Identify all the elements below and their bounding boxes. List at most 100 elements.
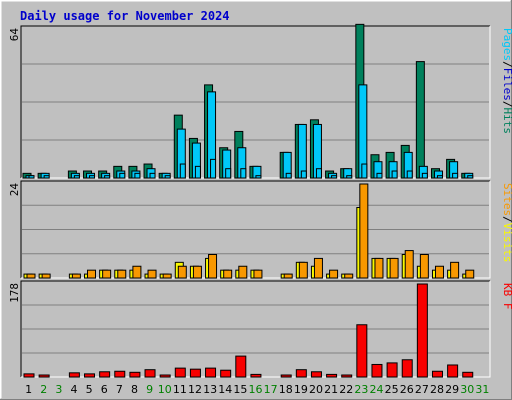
day-label: 22	[339, 383, 353, 396]
bar-sites	[223, 269, 233, 279]
day-label: 18	[279, 383, 293, 396]
day-label: 25	[385, 383, 399, 396]
bar-sites	[434, 265, 444, 279]
bar-pages	[346, 175, 353, 179]
axis-max-label: 24	[8, 183, 21, 197]
bar-kbytes	[38, 374, 50, 378]
bar-sites	[283, 273, 293, 279]
day-label: 24	[370, 383, 384, 396]
bar-sites	[313, 257, 323, 279]
bar-sites	[132, 265, 142, 279]
bar-pages	[73, 175, 80, 179]
panel-kbytes: 178 KB F	[8, 280, 512, 378]
day-label: 23	[354, 383, 368, 396]
bar-pages	[255, 175, 262, 179]
day-label: 12	[188, 383, 202, 396]
bar-pages	[421, 172, 428, 179]
bar-kbytes	[462, 371, 474, 378]
bar-sites	[26, 273, 36, 279]
bar-sites	[450, 261, 460, 279]
bar-kbytes	[280, 374, 292, 378]
day-label: 7	[116, 383, 123, 396]
day-label: 13	[203, 383, 217, 396]
bar-kbytes	[371, 363, 383, 378]
day-label: 8	[131, 383, 138, 396]
day-labels: 1 2 3 4 5 6 7 8 9 10 11 12 13 14 15 16 17 18 19 20 21 22 23 24 2…	[25, 383, 489, 396]
bar-sites	[389, 257, 399, 279]
bar-pages	[210, 158, 217, 179]
bar-kbytes	[416, 283, 428, 378]
day-label: 20	[309, 383, 323, 396]
panel-legend: KB F	[501, 283, 512, 310]
bar-sites	[374, 257, 384, 279]
bar-kbytes	[159, 374, 171, 378]
bar-sites	[102, 269, 112, 279]
bar-pages	[391, 170, 398, 179]
bar-sites	[344, 273, 354, 279]
bar-pages	[164, 175, 171, 179]
bar-pages	[361, 163, 368, 179]
series-pages	[28, 158, 474, 179]
day-label: 11	[173, 383, 187, 396]
bar-pages	[149, 172, 156, 179]
axis-max-label: 178	[8, 283, 21, 303]
day-label: 10	[158, 383, 172, 396]
bar-kbytes	[431, 370, 443, 378]
day-label: 14	[218, 383, 232, 396]
day-label: 28	[430, 383, 444, 396]
legend-entry: Sites	[501, 183, 512, 216]
bar-pages	[43, 175, 50, 179]
bar-pages	[452, 172, 459, 179]
axis-max-label: 64	[8, 28, 21, 42]
bar-sites	[359, 183, 369, 279]
bar-sites	[41, 273, 51, 279]
legend-entry: /	[501, 216, 512, 223]
bar-kbytes	[341, 374, 353, 378]
bar-kbytes	[174, 367, 186, 378]
day-label: 27	[415, 383, 429, 396]
bar-kbytes	[326, 373, 338, 378]
chart-title: Daily usage for November 2024	[20, 9, 230, 23]
bar-pages	[376, 172, 383, 179]
bar-pages	[467, 175, 474, 179]
legend-entry: /	[501, 61, 512, 68]
bar-kbytes	[295, 369, 307, 378]
bar-pages	[134, 172, 141, 179]
bar-sites	[404, 250, 414, 279]
day-label: 31	[475, 383, 489, 396]
bar-sites	[192, 265, 202, 279]
bar-pages	[104, 175, 111, 179]
panel-legend: Sites/Visits	[501, 183, 512, 263]
day-label: 30	[460, 383, 474, 396]
bar-sites	[87, 269, 97, 279]
day-label: 6	[101, 383, 108, 396]
bar-pages	[406, 170, 413, 179]
bar-sites	[117, 269, 127, 279]
day-label: 2	[40, 383, 47, 396]
day-label: 4	[70, 383, 77, 396]
bar-pages	[194, 165, 201, 179]
bar-pages	[89, 175, 96, 179]
bar-pages	[28, 175, 35, 179]
bar-sites	[419, 254, 429, 279]
series-sites	[26, 183, 475, 279]
bar-kbytes	[205, 367, 217, 378]
bar-pages	[300, 170, 307, 179]
bar-sites	[177, 265, 187, 279]
bar-kbytes	[129, 371, 141, 378]
bar-sites	[162, 273, 172, 279]
day-label: 26	[400, 383, 414, 396]
bar-kbytes	[447, 364, 459, 378]
bar-kbytes	[68, 372, 80, 378]
bar-sites	[253, 269, 263, 279]
bar-kbytes	[144, 369, 156, 378]
plot-border-dark	[20, 25, 490, 178]
legend-entry: /	[501, 101, 512, 108]
day-label: 15	[233, 383, 247, 396]
day-label: 3	[55, 383, 62, 396]
series-kbytes	[23, 283, 474, 378]
